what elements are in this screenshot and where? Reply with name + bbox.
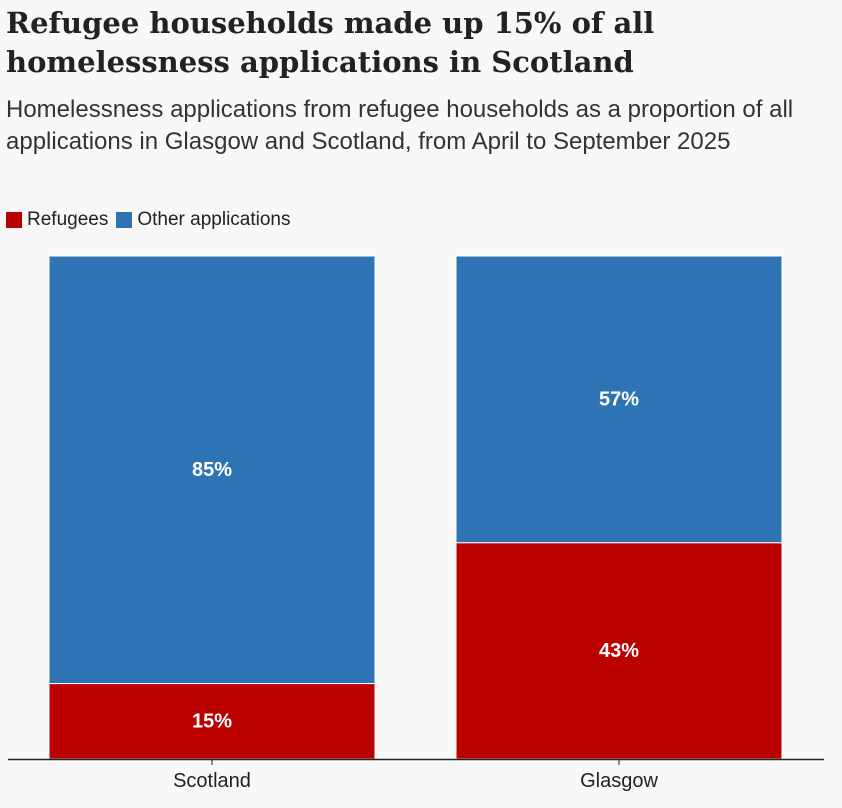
legend-swatch-other-applications xyxy=(116,212,133,228)
data-label-scotland-refugees: 15% xyxy=(192,710,232,732)
x-tick-label-scotland: Scotland xyxy=(173,770,251,792)
bar-glasgow-refugees xyxy=(455,542,783,760)
data-label-glasgow-other-applications: 57% xyxy=(599,388,639,410)
legend-swatch-refugees xyxy=(6,212,22,228)
legend-label-other-applications: Other applications xyxy=(137,209,291,230)
bar-glasgow-other-applications xyxy=(455,255,783,544)
chart-subtitle: Homelessness applications from refugee h… xyxy=(6,96,794,155)
bar-scotland-other-applications xyxy=(48,255,376,685)
legend-item-refugees: Refugees xyxy=(6,209,108,231)
data-label-glasgow-refugees: 43% xyxy=(599,640,639,662)
legend: Refugees Other applications xyxy=(6,209,299,231)
chart-title: Refugee households made up 15% of all ho… xyxy=(6,6,655,79)
legend-label-refugees: Refugees xyxy=(27,209,109,230)
legend-item-other-applications: Other applications xyxy=(116,209,291,231)
x-tick-label-glasgow: Glasgow xyxy=(580,770,658,792)
data-label-scotland-other-applications: 85% xyxy=(192,459,232,481)
